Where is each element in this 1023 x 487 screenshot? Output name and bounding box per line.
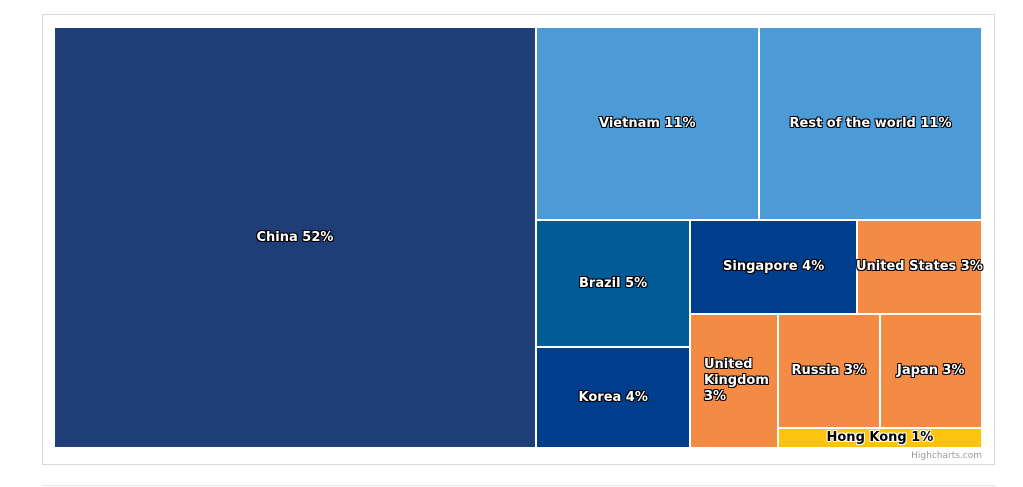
treemap-label: Vietnam 11% [599,115,696,131]
treemap-tile-united-states[interactable] [857,220,982,314]
treemap-tile-russia[interactable] [778,314,880,428]
treemap-label: United States 3% [856,259,983,274]
treemap-label: Singapore 4% [723,259,825,274]
treemap-tile-korea[interactable] [536,347,690,448]
treemap-label: United Kingdom 3% [704,357,769,404]
treemap-label: Brazil 5% [579,275,648,291]
treemap-label: China 52% [256,229,334,245]
treemap-tile-united-kingdom[interactable] [690,314,778,448]
treemap-tile-singapore[interactable] [690,220,857,314]
treemap-tile-china[interactable] [54,27,536,448]
treemap-label: Japan 3% [897,363,965,378]
credits-link[interactable]: Highcharts.com [911,451,982,461]
divider [42,485,995,486]
treemap-tile-japan[interactable] [880,314,982,428]
treemap-label: Korea 4% [578,389,648,405]
treemap-tile-vietnam[interactable] [536,27,759,220]
treemap-tile-rest-of-the-world[interactable] [759,27,982,220]
treemap-tile-brazil[interactable] [536,220,690,347]
treemap-label: Hong Kong 1% [826,430,934,445]
treemap-label: Russia 3% [791,363,867,378]
treemap-tile-hong-kong[interactable] [778,428,982,448]
treemap-label: Rest of the world 11% [789,115,952,131]
